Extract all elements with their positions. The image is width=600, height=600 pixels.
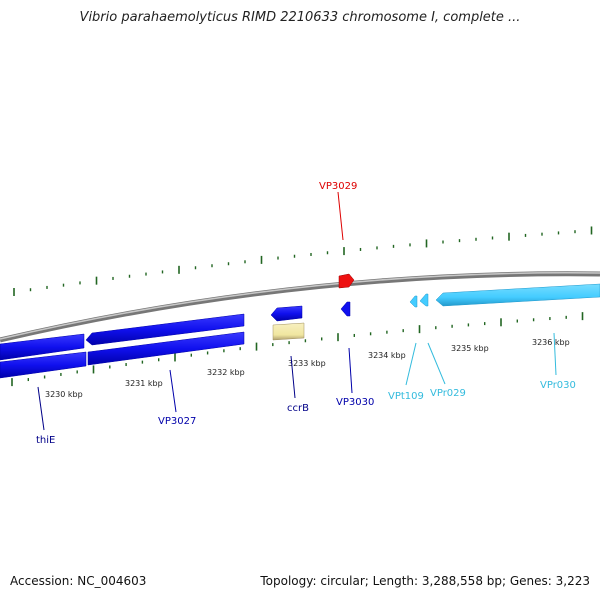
gene-VP3029-feature[interactable] [338, 273, 355, 289]
callout-line-VPr030 [553, 332, 557, 376]
gene-label-VPt109[interactable]: VPt109 [388, 391, 424, 402]
inner-tick-ring [11, 312, 584, 387]
topology-text: Topology: circular; Length: 3,288,558 bp… [260, 574, 590, 588]
callout-line-thiE [37, 386, 45, 431]
gene-callouts [37, 191, 557, 431]
tick-label-3233: 3233 kbp [288, 359, 326, 368]
gene-VPr029-feature[interactable] [419, 293, 429, 307]
tick-label-3230: 3230 kbp [45, 390, 83, 399]
tick-label-3232: 3232 kbp [207, 368, 245, 377]
gene-ccrB-yellow-feature[interactable] [272, 322, 305, 341]
gene-labels: VP3029 thiE VP3027 ccrB VP3030 VPt109 VP… [36, 181, 576, 446]
gene-thiE-feature[interactable] [0, 333, 85, 361]
gene-VP3030-feature[interactable] [340, 301, 351, 317]
gene-VPr030-feature[interactable] [435, 283, 600, 307]
gene-label-VP3030[interactable]: VP3030 [336, 397, 374, 408]
chromosome-backbone [0, 271, 600, 343]
gene-VPt109-feature[interactable] [409, 295, 418, 308]
outer-tick-ring [13, 226, 593, 296]
gene-label-VPr030[interactable]: VPr030 [540, 380, 576, 391]
gene-ccrB-feature[interactable] [270, 305, 303, 322]
gene-label-thiE[interactable]: thiE [36, 435, 55, 446]
gene-label-VP3027[interactable]: VP3027 [158, 416, 196, 427]
gene-VP3027-feature[interactable] [85, 313, 245, 346]
callout-line-VP3029 [337, 191, 344, 241]
map-title: Vibrio parahaemolyticus RIMD 2210633 chr… [79, 10, 521, 25]
gene-thiE-lower-feature[interactable] [0, 351, 87, 379]
chromosome-backbone-highlight [0, 272, 600, 340]
tick-label-3235: 3235 kbp [451, 344, 489, 353]
gene-label-VPr029[interactable]: VPr029 [430, 388, 466, 399]
tick-label-3236: 3236 kbp [532, 338, 570, 347]
callout-line-VPt109 [405, 342, 417, 386]
tick-label-3234: 3234 kbp [368, 351, 406, 360]
gene-label-VP3029[interactable]: VP3029 [319, 181, 357, 192]
tick-labels: 3230 kbp 3231 kbp 3232 kbp 3233 kbp 3234… [45, 338, 570, 399]
gene-VP3027-lower-feature[interactable] [87, 331, 245, 366]
accession-text: Accession: NC_004603 [10, 574, 147, 588]
tick-label-3231: 3231 kbp [125, 379, 163, 388]
callout-line-VP3030 [348, 347, 353, 394]
callout-line-ccrB [290, 355, 296, 399]
callout-line-VPr029 [427, 342, 446, 385]
gene-label-ccrB[interactable]: ccrB [287, 403, 309, 414]
callout-line-VP3027 [169, 369, 177, 413]
